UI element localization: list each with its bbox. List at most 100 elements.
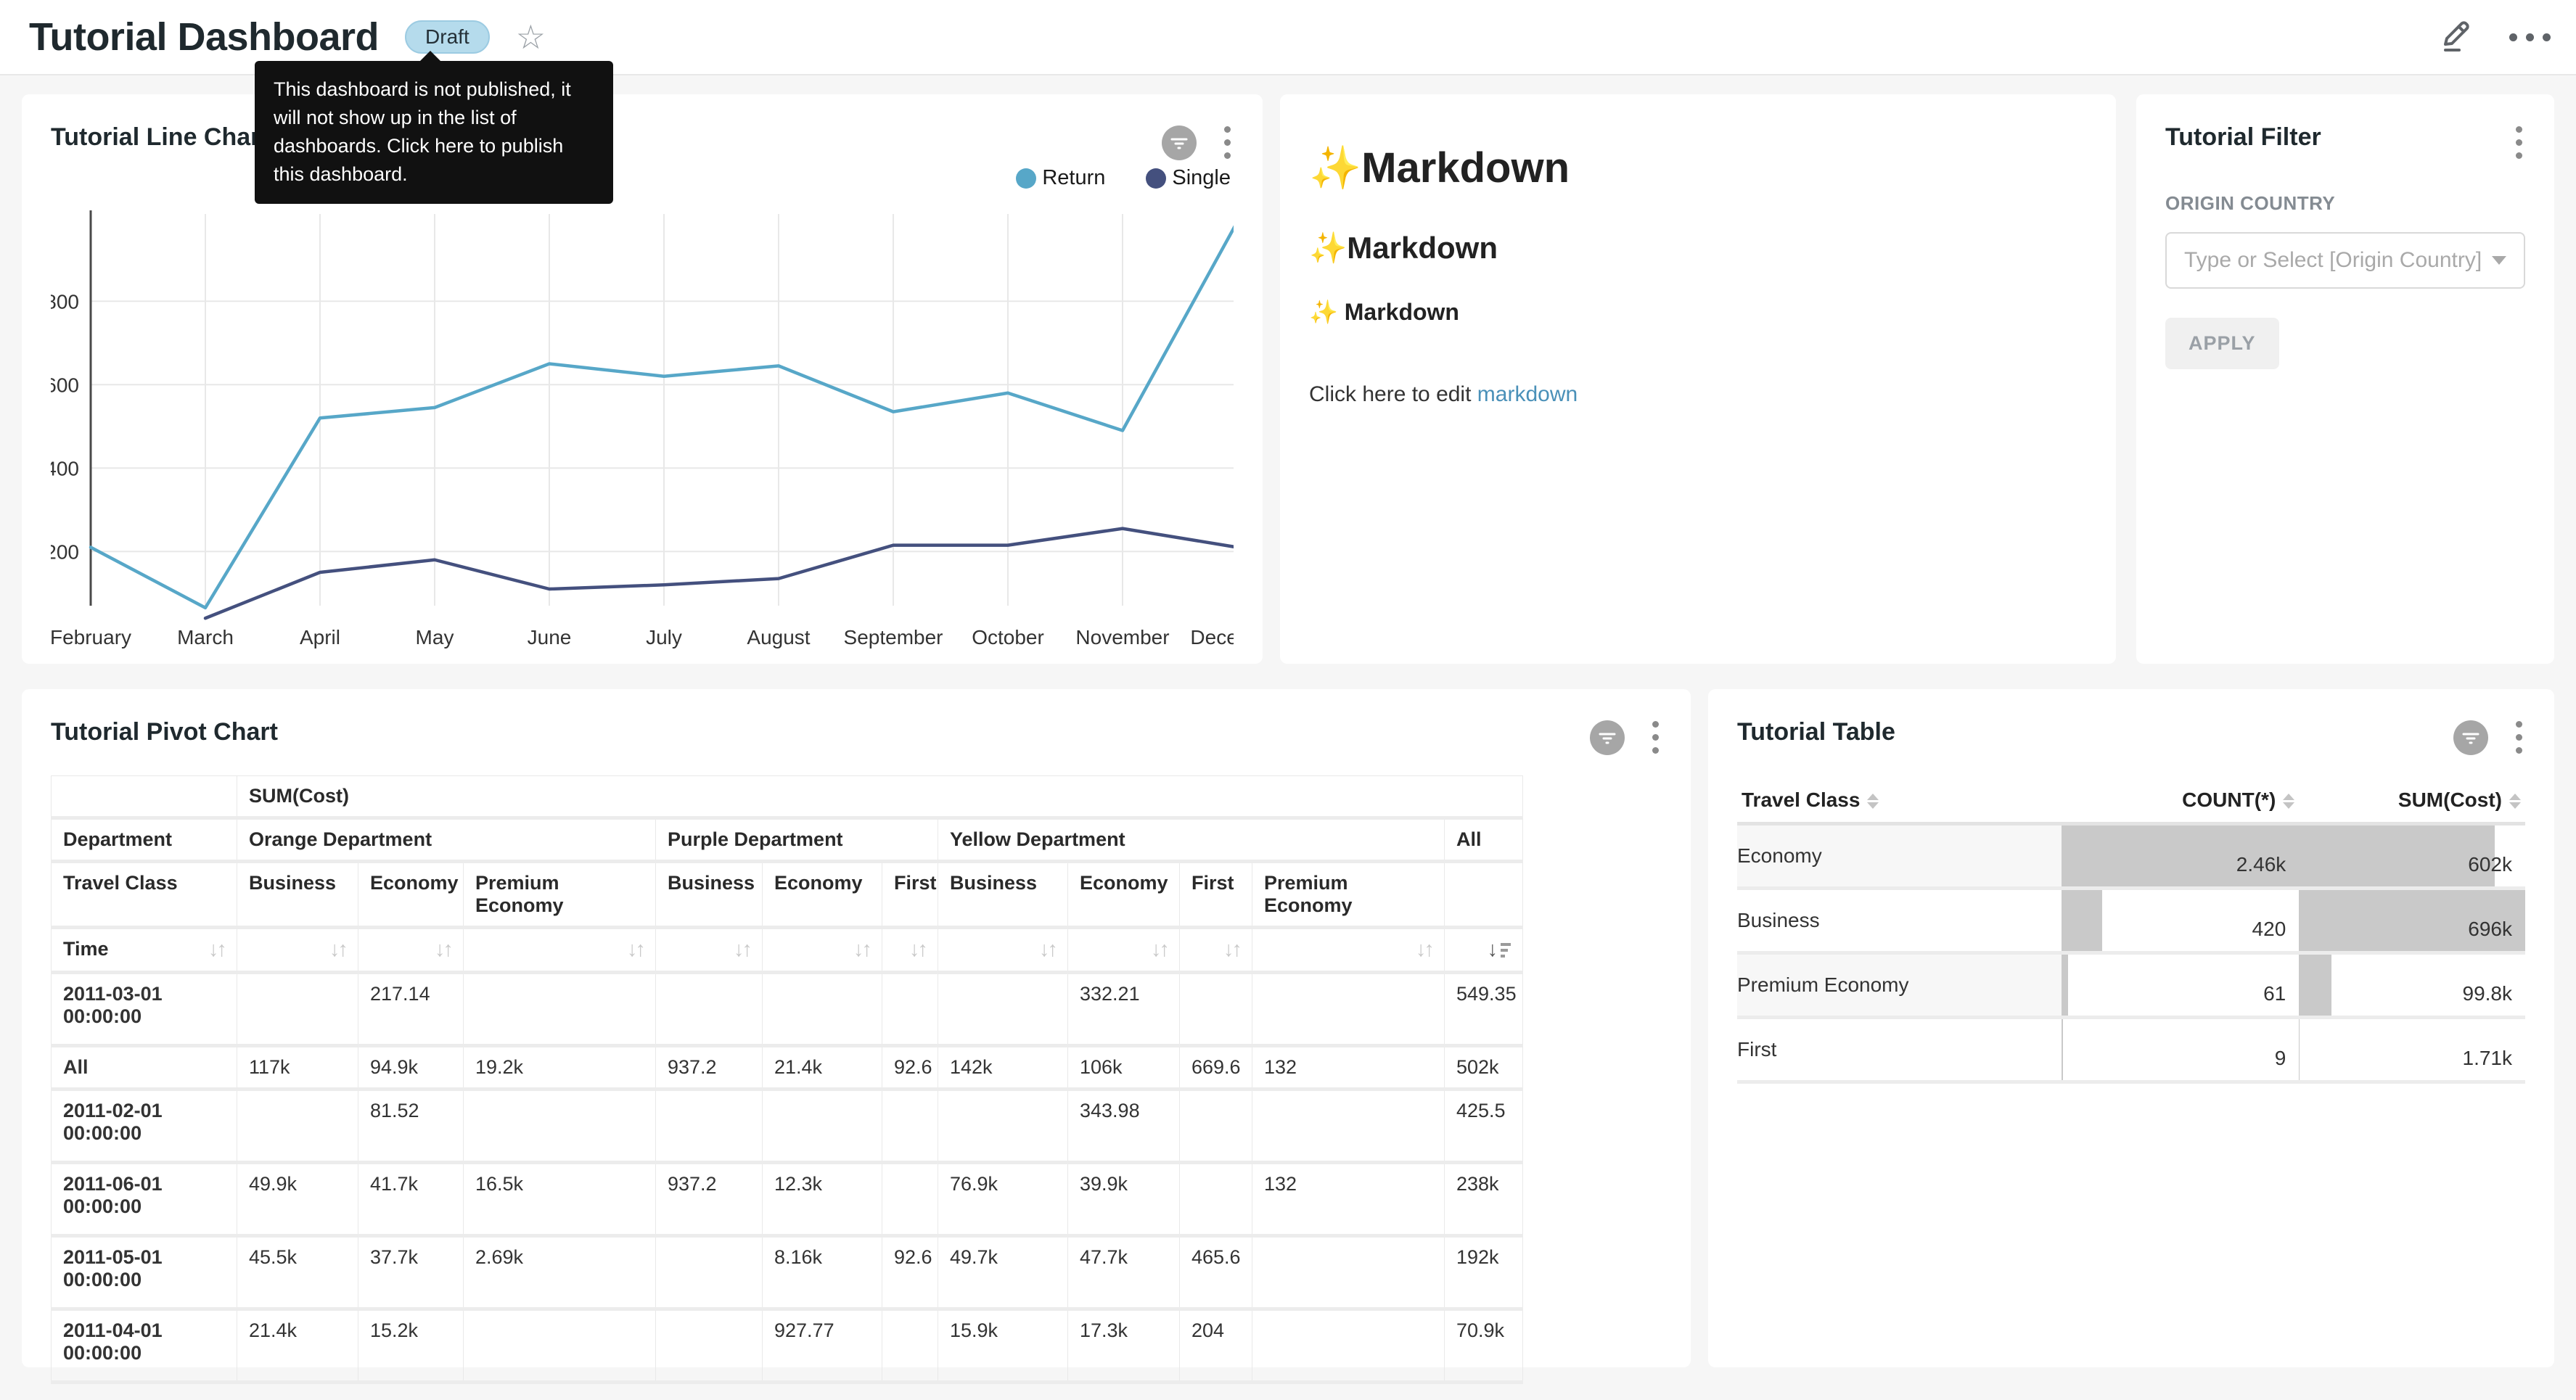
pivot-value-cell: 15.2k — [358, 1309, 464, 1383]
pivot-value-cell: 669.6 — [1180, 1046, 1252, 1090]
metric-cell: 99.8k — [2299, 953, 2525, 1018]
publish-tooltip-text: This dashboard is not published, it will… — [274, 78, 571, 185]
pivot-sort-cell: ↓↑ — [1252, 928, 1445, 973]
sort-descending-icon[interactable]: ↓ — [1488, 938, 1511, 962]
sort-icon[interactable]: ↓↑ — [1416, 938, 1432, 962]
pivot-value-cell: 37.7k — [358, 1236, 464, 1309]
data-table-card: Tutorial Table Travel ClassCOUNT(*)SUM(C… — [1708, 689, 2554, 1367]
pivot-value-cell: 217.14 — [358, 973, 464, 1046]
pivot-data-row: All117k94.9k19.2k937.221.4k92.6142k106k6… — [52, 1046, 1523, 1090]
pivot-value-cell — [882, 1163, 938, 1236]
sort-icon[interactable]: ↓↑ — [627, 938, 644, 962]
pivot-value-cell — [237, 1090, 358, 1163]
pivot-class-header: Business — [938, 862, 1068, 928]
sort-icon[interactable]: ↓↑ — [1039, 938, 1056, 962]
sort-icon[interactable]: ↓↑ — [909, 938, 926, 962]
pivot-value-cell — [656, 1236, 763, 1309]
pivot-row-label: 2011-03-01 00:00:00 — [52, 973, 237, 1046]
pivot-value-cell: 142k — [938, 1046, 1068, 1090]
pencil-icon — [2440, 19, 2474, 56]
sort-icon[interactable]: ↓↑ — [853, 938, 870, 962]
pivot-chart-title: Tutorial Pivot Chart — [51, 718, 278, 746]
markdown-h2: ✨Markdown — [1309, 231, 2087, 266]
pivot-value-cell: 192k — [1445, 1236, 1523, 1309]
sort-icon[interactable]: ↓↑ — [1151, 938, 1168, 962]
pivot-value-cell: 927.77 — [763, 1309, 882, 1383]
pivot-chart-kebab-menu[interactable] — [1649, 718, 1662, 757]
sort-icon[interactable]: ↓↑ — [1223, 938, 1240, 962]
x-axis-month-label: August — [747, 626, 810, 648]
pivot-data-row: 2011-06-01 00:00:0049.9k41.7k16.5k937.21… — [52, 1163, 1523, 1236]
pivot-value-cell — [1252, 973, 1445, 1046]
pivot-class-header: First — [1180, 862, 1252, 928]
pivot-value-cell: 2.69k — [464, 1236, 656, 1309]
filter-card: Tutorial Filter ORIGIN COUNTRY Type or S… — [2136, 94, 2554, 664]
pivot-row-label: 2011-05-01 00:00:00 — [52, 1236, 237, 1309]
table-header-row: Travel ClassCOUNT(*)SUM(Cost) — [1737, 778, 2525, 824]
sort-carets-icon[interactable] — [2283, 794, 2294, 809]
header-more-menu-button[interactable] — [2509, 33, 2551, 41]
sort-carets-icon[interactable] — [1867, 794, 1879, 809]
pivot-value-cell: 204 — [1180, 1309, 1252, 1383]
sort-icon[interactable]: ↓↑ — [435, 938, 451, 962]
pivot-value-cell: 332.21 — [1068, 973, 1180, 1046]
publish-tooltip: This dashboard is not published, it will… — [255, 61, 613, 204]
pivot-value-cell — [882, 973, 938, 1046]
edit-markdown-link[interactable]: markdown — [1477, 382, 1578, 406]
filter-indicator-icon[interactable] — [1162, 125, 1197, 160]
metric-cell: 61 — [2062, 953, 2299, 1018]
sort-carets-icon[interactable] — [2509, 794, 2521, 809]
pivot-value-cell: 94.9k — [358, 1046, 464, 1090]
pivot-value-cell: 117k — [237, 1046, 358, 1090]
pivot-class-header — [1445, 862, 1523, 928]
sort-icon[interactable]: ↓↑ — [208, 938, 225, 962]
apply-filter-button[interactable]: APPLY — [2165, 318, 2279, 369]
markdown-h1: ✨Markdown — [1309, 144, 2087, 193]
pivot-value-cell: 76.9k — [938, 1163, 1068, 1236]
pivot-group-header: Purple Department — [656, 818, 938, 862]
pivot-data-row: 2011-04-01 00:00:0021.4k15.2k927.7715.9k… — [52, 1309, 1523, 1383]
pivot-sort-cell: ↓↑ — [358, 928, 464, 973]
line-chart-kebab-menu[interactable] — [1221, 123, 1234, 162]
line-chart-plot[interactable]: 200400600800FebruaryMarchAprilMayJuneJul… — [51, 196, 1234, 660]
column-header-2[interactable]: SUM(Cost) — [2299, 778, 2525, 824]
metric-cell: 2.46k — [2062, 824, 2299, 889]
pivot-time-label: Time↓↑ — [52, 928, 237, 973]
sort-icon[interactable]: ↓↑ — [734, 938, 750, 962]
series-line-single[interactable] — [205, 529, 1234, 619]
column-header-0[interactable]: Travel Class — [1737, 778, 2062, 824]
pivot-value-cell: 45.5k — [237, 1236, 358, 1309]
origin-country-select[interactable]: Type or Select [Origin Country] — [2165, 232, 2525, 289]
filter-indicator-icon[interactable] — [1590, 720, 1625, 755]
pivot-department-label: Department — [52, 818, 237, 862]
pivot-table: SUM(Cost)DepartmentOrange DepartmentPurp… — [51, 775, 1523, 1384]
draft-status-badge[interactable]: Draft — [405, 20, 490, 54]
legend-dot-icon — [1016, 168, 1036, 189]
pivot-group-header: Yellow Department — [938, 818, 1445, 862]
column-header-1[interactable]: COUNT(*) — [2062, 778, 2299, 824]
legend-item-single[interactable]: Single — [1146, 166, 1231, 190]
favorite-star-icon[interactable]: ☆ — [516, 20, 546, 54]
metric-cell: 1.71k — [2299, 1018, 2525, 1082]
filter-indicator-icon[interactable] — [2453, 720, 2488, 755]
pivot-value-cell — [1180, 1090, 1252, 1163]
pivot-row-label: All — [52, 1046, 237, 1090]
pivot-sort-row: Time↓↑↓↑↓↑↓↑↓↑↓↑↓↑↓↑↓↑↓↑↓↑↓ — [52, 928, 1523, 973]
data-table-kebab-menu[interactable] — [2513, 718, 2525, 757]
pivot-sort-cell: ↓↑ — [1180, 928, 1252, 973]
x-axis-month-label: May — [416, 626, 454, 648]
legend-item-return[interactable]: Return — [1016, 166, 1105, 190]
filter-card-kebab-menu[interactable] — [2513, 123, 2525, 162]
x-axis-month-label: March — [177, 626, 234, 648]
markdown-card: ✨Markdown ✨Markdown ✨ Markdown Click her… — [1280, 94, 2116, 664]
edit-dashboard-button[interactable] — [2440, 19, 2474, 56]
legend-dot-icon — [1146, 168, 1166, 189]
pivot-value-cell — [938, 973, 1068, 1046]
pivot-value-cell: 21.4k — [763, 1046, 882, 1090]
pivot-value-cell: 343.98 — [1068, 1090, 1180, 1163]
sort-icon[interactable]: ↓↑ — [329, 938, 346, 962]
sparkles-icon: ✨ — [1309, 299, 1345, 325]
pivot-value-cell: 549.35 — [1445, 973, 1523, 1046]
series-line-return[interactable] — [91, 222, 1234, 608]
header-actions — [2440, 19, 2551, 56]
